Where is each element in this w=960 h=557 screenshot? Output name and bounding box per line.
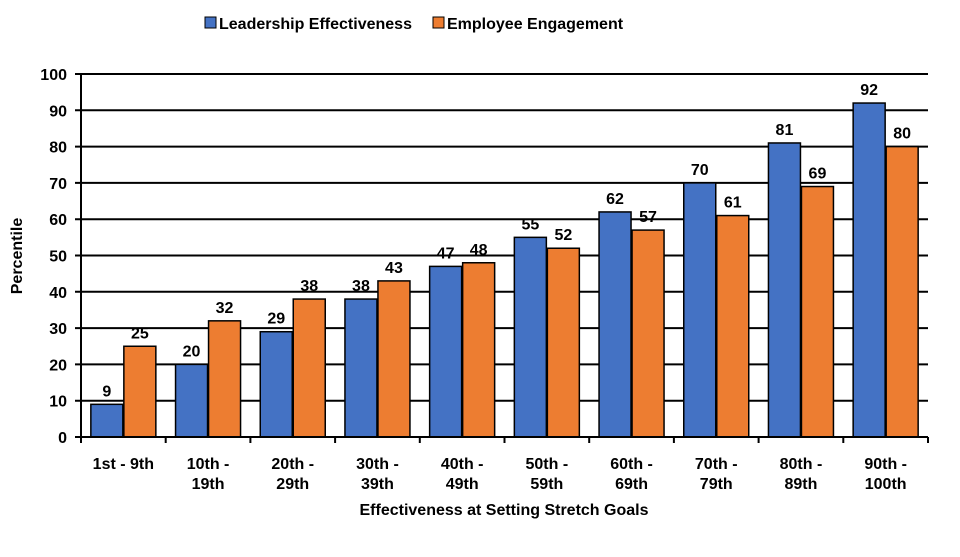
x-axis-label: Effectiveness at Setting Stretch Goals [360,502,649,519]
bar-engagement [377,280,411,438]
x-tick-label: 10th - [187,456,230,473]
y-tick-label: 80 [49,140,67,157]
data-label: 9 [102,383,111,400]
bar-engagement [207,320,242,438]
data-label: 20 [183,343,201,360]
bar-engagement [292,298,326,438]
y-tick-label: 20 [49,357,67,374]
legend-swatch [204,16,217,29]
x-tick-label: 59th [530,476,563,493]
x-tick-label: 40th - [441,456,484,473]
legend: Leadership Effectiveness Employee Engagem… [204,16,624,33]
x-tick-label: 20th - [271,456,314,473]
bar-engagement [716,214,750,438]
x-tick-label: 30th - [356,456,399,473]
data-label: 70 [691,162,709,179]
data-label: 80 [893,126,911,143]
bar-engagement [631,229,665,438]
legend-label: Leadership Effectiveness [219,16,412,33]
data-label: 32 [216,300,234,317]
bar-leadership [90,403,124,438]
x-tick-label: 79th [700,476,733,493]
data-label: 48 [470,242,488,259]
x-tick-label: 100th [865,476,907,493]
legend-swatch [432,16,445,29]
y-axis-label: Percentile [9,218,26,295]
data-label: 61 [724,195,742,212]
bar-leadership [344,298,378,438]
bar-engagement [800,185,835,438]
x-tick-label: 39th [361,476,394,493]
bar-leadership [513,236,548,438]
data-label: 52 [554,227,572,244]
bar-leadership [174,363,209,438]
bar-engagement [461,262,496,438]
x-tick-label: 69th [615,476,648,493]
data-label: 43 [385,260,403,277]
data-label: 38 [300,278,318,295]
y-tick-label: 30 [49,321,67,338]
data-label: 25 [131,325,149,342]
y-tick-label: 100 [40,67,67,84]
y-tick-label: 0 [58,430,67,447]
y-tick-label: 90 [49,103,67,120]
data-label: 62 [606,191,624,208]
x-tick-label: 60th - [610,456,653,473]
bar-leadership [598,211,632,438]
y-tick-label: 10 [49,394,67,411]
x-tick-label: 90th - [864,456,907,473]
x-tick-label: 29th [276,476,309,493]
data-label: 81 [776,122,794,139]
bar-engagement [123,345,157,438]
y-tick-label: 50 [49,249,67,266]
bar-engagement [546,247,581,438]
bars: 9 25 20 32 29 38 38 43 47 48 55 52 62 57 70 61 81 69 92 80 [90,82,919,438]
data-label: 55 [521,216,539,233]
data-label: 47 [437,245,455,262]
bar-leadership [428,265,463,438]
axes: 0 10 20 30 40 50 60 70 80 90 100 1st - 9th 10th - 19t… [40,67,929,493]
y-tick-label: 40 [49,285,67,302]
x-tick-label: 80th - [780,456,823,473]
x-tick-label: 89th [784,476,817,493]
bar-leadership [259,330,293,438]
data-label: 57 [639,209,657,226]
bar-engagement [885,145,919,438]
data-label: 38 [352,278,370,295]
data-label: 92 [860,82,878,99]
y-tick-label: 70 [49,176,67,193]
x-tick-label: 50th - [526,456,569,473]
data-label: 29 [267,311,285,328]
x-tick-label: 49th [446,476,479,493]
bar-leadership [683,182,717,438]
data-label: 69 [809,166,827,183]
x-tick-label: 19th [192,476,225,493]
legend-label: Employee Engagement [447,16,624,33]
bar-leadership [852,102,886,438]
y-tick-label: 60 [49,212,67,229]
bar-leadership [767,142,802,438]
x-tick-label: 70th - [695,456,738,473]
x-tick-label: 1st - 9th [93,456,154,473]
